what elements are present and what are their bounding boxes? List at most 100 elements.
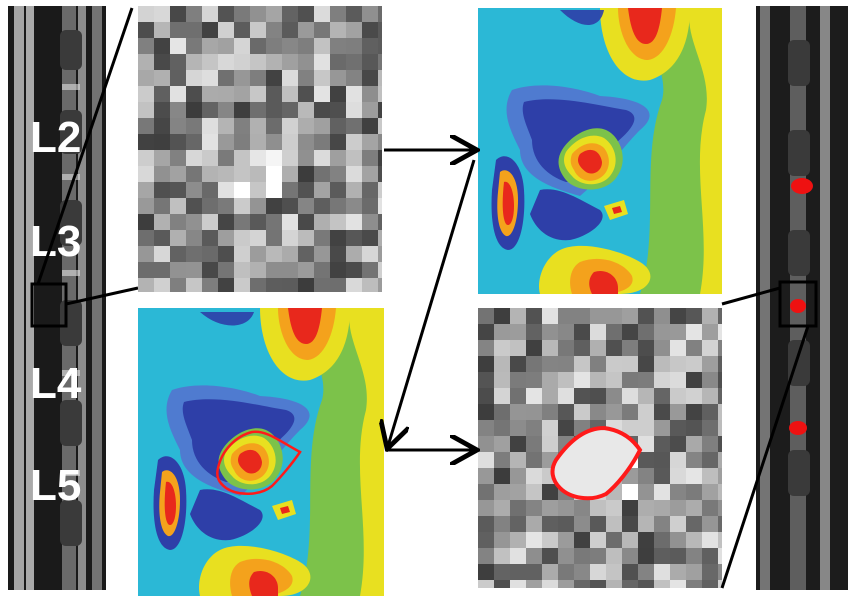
mri-pixel	[718, 404, 722, 420]
mri-pixel	[346, 134, 362, 150]
mri-pixel	[362, 54, 378, 70]
mri-pixel	[186, 22, 202, 38]
mri-pixel	[138, 118, 154, 134]
mri-pixel	[250, 134, 266, 150]
lesion-marker-1	[791, 178, 813, 194]
mri-pixel	[378, 86, 382, 102]
mri-pixel	[362, 134, 378, 150]
mri-pixel	[606, 548, 622, 564]
mri-pixel	[654, 532, 670, 548]
mri-pixel	[330, 262, 346, 278]
mri-pixel	[266, 262, 282, 278]
mri-pixel	[558, 548, 574, 564]
mri-pixel	[654, 372, 670, 388]
mri-pixel	[330, 38, 346, 54]
mri-pixel	[526, 340, 542, 356]
mri-pixel	[622, 420, 638, 436]
mri-pixel	[314, 166, 330, 182]
mri-pixel	[218, 134, 234, 150]
mri-pixel	[526, 372, 542, 388]
mri-pixel	[494, 580, 510, 588]
mri-pixel	[266, 134, 282, 150]
mri-pixel	[330, 6, 346, 22]
mri-pixel	[494, 388, 510, 404]
mri-pixel	[526, 388, 542, 404]
mri-pixel	[346, 166, 362, 182]
mri-pixel	[526, 484, 542, 500]
mri-pixel	[250, 246, 266, 262]
mri-pixel	[574, 516, 590, 532]
mri-pixel	[330, 198, 346, 214]
mri-pixel	[170, 262, 186, 278]
mri-pixel	[494, 564, 510, 580]
mri-pixel	[346, 6, 362, 22]
mri-pixel	[186, 166, 202, 182]
mri-pixel	[266, 6, 282, 22]
mri-pixel	[574, 388, 590, 404]
mri-pixel	[574, 356, 590, 372]
mri-pixel	[362, 102, 378, 118]
mri-pixel	[202, 166, 218, 182]
mri-pixel	[590, 548, 606, 564]
mri-pixel	[670, 372, 686, 388]
mri-pixel	[654, 484, 670, 500]
mri-pixel	[702, 564, 718, 580]
mri-pixel	[314, 214, 330, 230]
mri-pixel	[378, 22, 382, 38]
mri-pixel	[622, 372, 638, 388]
mri-pixel	[654, 340, 670, 356]
mri-pixel	[378, 278, 382, 292]
mri-pixel	[282, 54, 298, 70]
mri-pixel	[234, 70, 250, 86]
mri-pixel	[686, 388, 702, 404]
mri-pixel	[314, 198, 330, 214]
mri-pixel	[346, 150, 362, 166]
mri-pixel	[154, 166, 170, 182]
mri-pixel	[218, 166, 234, 182]
mri-pixel	[138, 102, 154, 118]
mri-pixel	[282, 38, 298, 54]
mri-pixel	[638, 564, 654, 580]
mri-pixel	[330, 246, 346, 262]
mri-pixel	[362, 262, 378, 278]
mri-pixel	[654, 468, 670, 484]
mri-pixel	[298, 134, 314, 150]
mri-pixel	[218, 102, 234, 118]
mri-pixel	[622, 484, 638, 500]
mri-pixel	[670, 308, 686, 324]
mri-pixel	[378, 38, 382, 54]
zoom-line-right-upper	[721, 286, 781, 306]
mri-pixel	[138, 54, 154, 70]
mri-pixel	[378, 198, 382, 214]
grayscale-crop-top	[138, 6, 382, 292]
mri-pixel	[606, 372, 622, 388]
mri-pixel	[702, 436, 718, 452]
mri-pixel	[590, 516, 606, 532]
mri-pixel	[362, 214, 378, 230]
mri-pixel	[510, 468, 526, 484]
mri-pixel	[494, 324, 510, 340]
mri-pixel	[234, 134, 250, 150]
mri-pixel	[282, 262, 298, 278]
mri-pixel	[282, 246, 298, 262]
mri-pixel	[526, 308, 542, 324]
mri-pixel	[186, 134, 202, 150]
mri-pixel	[670, 340, 686, 356]
mri-pixel	[526, 404, 542, 420]
mri-pixel	[234, 198, 250, 214]
mri-pixel	[154, 246, 170, 262]
mri-pixel	[298, 86, 314, 102]
mri-pixel	[314, 182, 330, 198]
mri-pixel	[526, 468, 542, 484]
mri-pixel	[330, 278, 346, 292]
mri-pixel	[510, 500, 526, 516]
mri-pixel	[670, 564, 686, 580]
mri-pixel	[170, 278, 186, 292]
mri-pixel	[606, 516, 622, 532]
mri-pixel	[686, 404, 702, 420]
mri-pixel	[314, 278, 330, 292]
mri-pixel	[362, 70, 378, 86]
mri-pixel	[138, 278, 154, 292]
mri-pixel	[654, 548, 670, 564]
